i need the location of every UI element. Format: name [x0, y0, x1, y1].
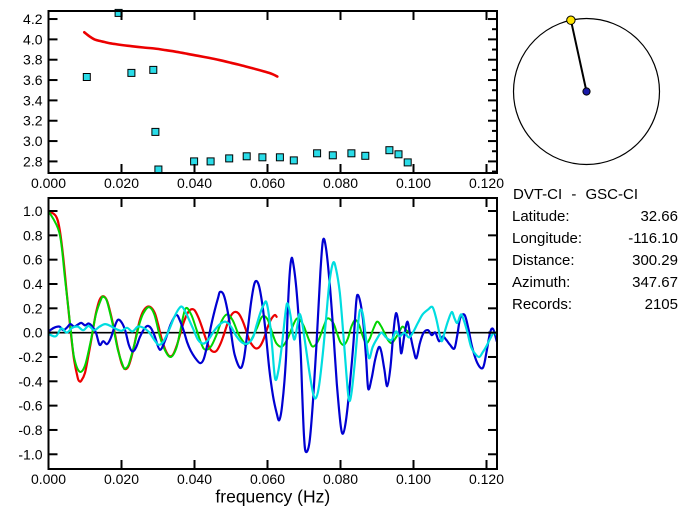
station-info-label: Longitude:	[512, 230, 583, 247]
axes-frame	[47, 10, 498, 174]
station-info-value: 32.66	[640, 208, 678, 225]
waveform-panel: 0.000 0.020 0.040 0.060 0.080 0.100 0.120 1.0 0.…	[18, 197, 504, 507]
model-dispersion-curve	[83, 30, 279, 78]
tick-labels: 0.000 0.020 0.040 0.060 0.080 0.100 0.120 2.8 3.…	[23, 11, 504, 191]
y-tick-label: 0.4	[23, 276, 43, 292]
scatter-square	[313, 149, 322, 158]
station-info-value: 2105	[644, 296, 678, 313]
x-tick-label: 0.060	[250, 175, 285, 191]
scatter-square	[149, 65, 158, 74]
station-info-value: -116.10	[628, 230, 678, 247]
y-tick-label: 2.8	[23, 153, 43, 169]
dispersion-panel: 0.000 0.020 0.040 0.060 0.080 0.100 0.120 2.8 3.…	[23, 8, 504, 191]
station-info-row: Distance: 300.29	[512, 250, 678, 272]
station-info-label: Records:	[512, 296, 573, 313]
blue-correlation	[47, 237, 498, 454]
scatter-square	[275, 153, 284, 162]
scatter-square	[394, 150, 403, 159]
y-tick-label: 1.0	[23, 203, 43, 219]
series-group	[82, 8, 412, 174]
scatter-square	[347, 149, 356, 158]
x-tick-label: 0.060	[250, 471, 285, 487]
x-tick-label: 0.000	[31, 471, 66, 487]
azimuth-circle	[512, 17, 661, 166]
y-tick-label: 0.8	[23, 227, 43, 243]
scatter-square	[154, 165, 163, 174]
station-info-row: Records: 2105	[512, 294, 678, 316]
y-tick-label: 4.2	[23, 11, 43, 27]
y-tick-label: -0.4	[18, 373, 42, 389]
station-info-label: Azimuth:	[512, 274, 571, 291]
station-info-value: 347.67	[632, 274, 678, 291]
x-axis-title: frequency (Hz)	[215, 487, 330, 507]
y-tick-label: 0.0	[23, 325, 43, 341]
scatter-square	[328, 151, 337, 160]
scatter-square	[225, 154, 234, 163]
x-tick-label: 0.080	[323, 175, 358, 191]
x-tick-label: 0.040	[177, 175, 212, 191]
scatter-square	[127, 68, 136, 77]
scatter-square	[242, 152, 251, 161]
y-tick-label: 3.8	[23, 52, 43, 68]
y-tick-label: 4.0	[23, 31, 43, 47]
y-tick-label: 3.6	[23, 72, 43, 88]
x-tick-label: 0.100	[396, 175, 431, 191]
station-pair-title: DVT-CI - GSC-CI	[513, 186, 638, 203]
axes-frame	[47, 197, 498, 470]
x-tick-label: 0.120	[469, 471, 504, 487]
x-tick-label: 0.100	[396, 471, 431, 487]
station-info-row: Longitude: -116.10	[512, 228, 678, 250]
center-station-dot	[582, 87, 591, 96]
x-tick-label: 0.040	[177, 471, 212, 487]
scatter-square	[258, 153, 267, 162]
station-info-label: Latitude:	[512, 208, 570, 225]
scatter-square	[151, 127, 160, 136]
station-info-row: Latitude: 32.66	[512, 206, 678, 228]
scatter-square	[361, 151, 370, 160]
scatter-square	[190, 157, 199, 166]
x-tick-label: 0.020	[104, 175, 139, 191]
y-tick-label: -0.6	[18, 398, 42, 414]
y-tick-label: 0.2	[23, 300, 43, 316]
y-tick-label: 3.0	[23, 133, 43, 149]
station-info-label: Distance:	[512, 252, 575, 269]
station-info-rows: Latitude: 32.66 Longitude: -116.10 Distance:…	[512, 206, 678, 316]
x-tick-label: 0.120	[469, 175, 504, 191]
x-tick-label: 0.020	[104, 471, 139, 487]
red-correlation	[47, 209, 278, 383]
x-tick-label: 0.080	[323, 471, 358, 487]
series-group	[47, 209, 498, 454]
cyan-correlation	[47, 261, 498, 403]
y-tick-label: -0.2	[18, 349, 42, 365]
scatter-square	[206, 157, 215, 166]
azimuth-line	[569, 19, 588, 92]
tick-labels: 0.000 0.020 0.040 0.060 0.080 0.100 0.120 1.0 0.…	[18, 203, 504, 487]
y-tick-label: -1.0	[18, 446, 42, 462]
scatter-square	[385, 146, 394, 155]
y-tick-label: 3.4	[23, 92, 43, 108]
x-tick-label: 0.000	[31, 175, 66, 191]
y-tick-label: 0.6	[23, 252, 43, 268]
station-info-value: 300.29	[632, 252, 678, 269]
measured-phase-velocity	[82, 8, 412, 174]
scatter-square	[82, 73, 91, 81]
azimuth-diagram	[512, 15, 661, 166]
station-info-panel: DVT-CI - GSC-CI Latitude: 32.66 Longitude:…	[512, 184, 678, 316]
scatter-square	[403, 158, 412, 167]
scatter-square	[289, 156, 298, 165]
azimuth-station-dot	[566, 15, 576, 25]
y-tick-label: 3.2	[23, 113, 43, 129]
station-info-row: Azimuth: 347.67	[512, 272, 678, 294]
y-tick-label: -0.8	[18, 422, 42, 438]
